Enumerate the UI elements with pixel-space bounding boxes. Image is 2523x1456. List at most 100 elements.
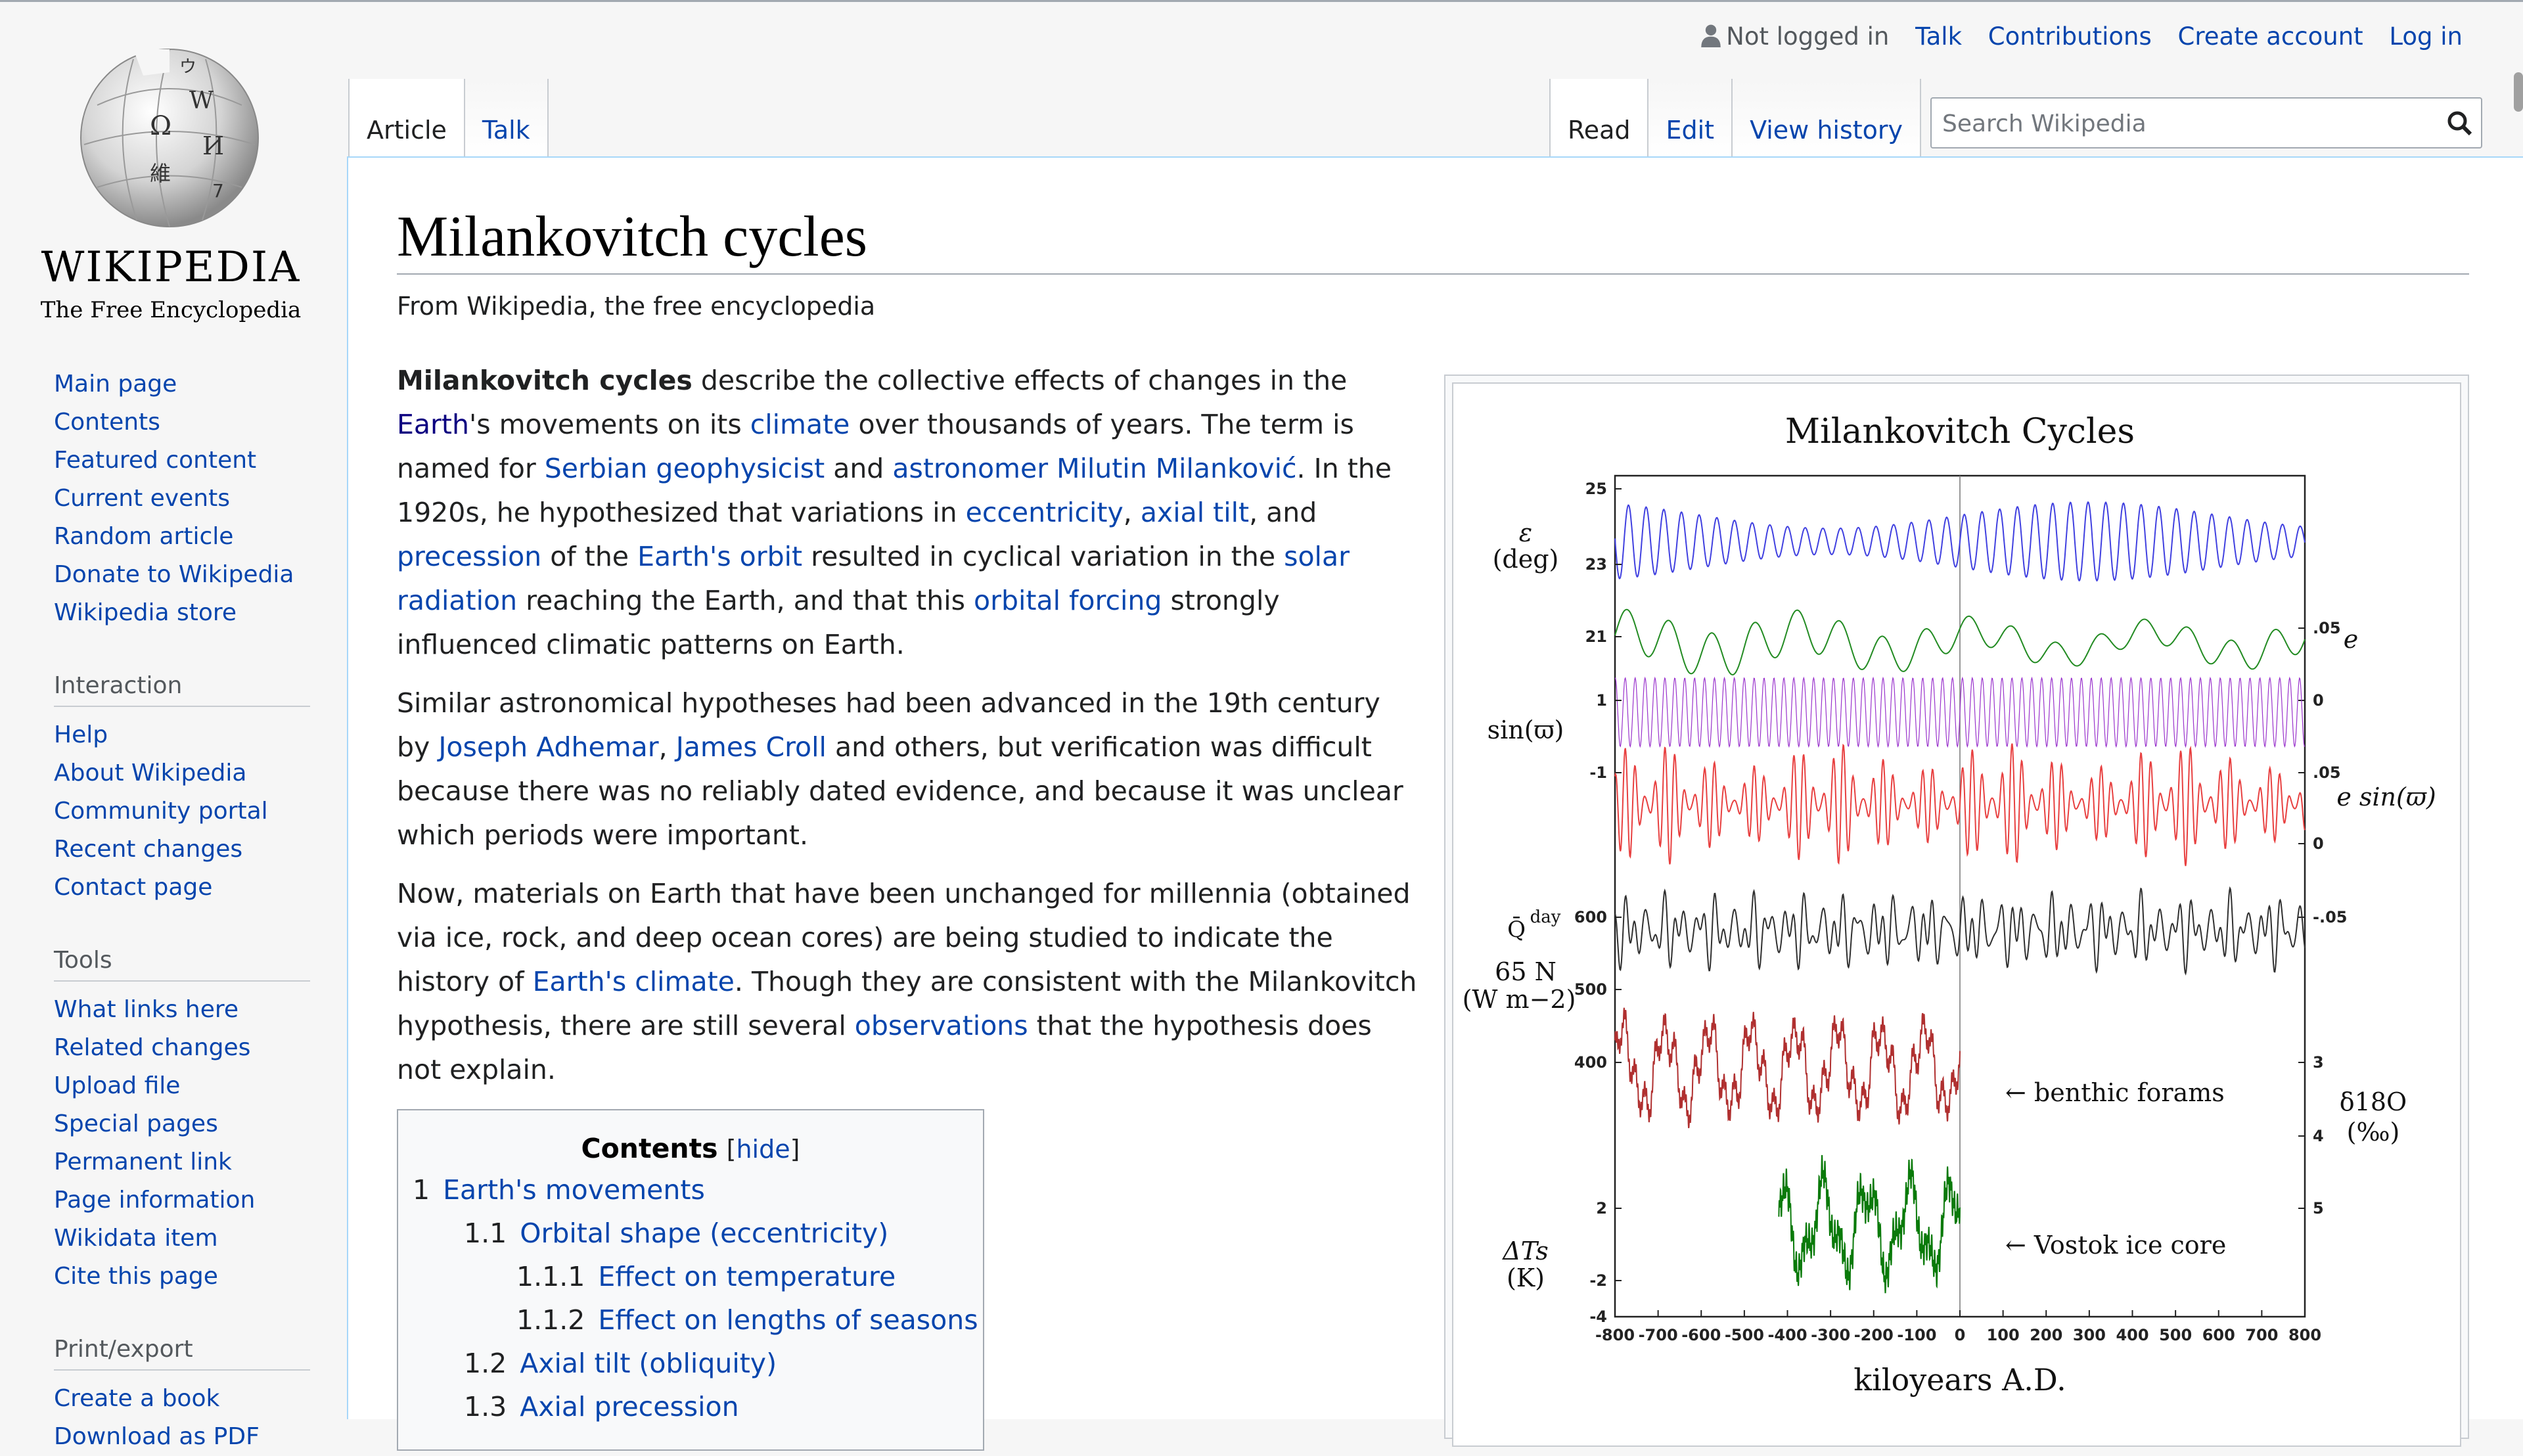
sidebar-item-contact[interactable]: Contact page (54, 869, 330, 907)
sidebar-link[interactable]: Help (54, 721, 108, 748)
sidebar-link[interactable]: What links here (54, 996, 239, 1023)
talk-link[interactable]: Talk (1915, 22, 1962, 51)
toc-link[interactable]: Axial precession (520, 1391, 739, 1422)
link-earths-climate[interactable]: Earth's climate (532, 966, 735, 997)
link-milankovic[interactable]: astronomer Milutin Milanković (892, 453, 1297, 484)
sidebar-link[interactable]: Donate to Wikipedia (54, 561, 294, 588)
link-joseph-adhemar[interactable]: Joseph Adhemar (438, 731, 659, 763)
sidebar-item-page-information[interactable]: Page information (54, 1181, 330, 1219)
tab-article[interactable]: Article (348, 79, 465, 158)
scrollbar-thumb[interactable] (2514, 72, 2523, 112)
sidebar-link[interactable]: Featured content (54, 447, 257, 474)
toc-item[interactable]: 1 Earth's movements (398, 1168, 983, 1212)
tab-read[interactable]: Read (1549, 79, 1649, 158)
sidebar-link[interactable]: Download as PDF (54, 1423, 260, 1450)
toc-link[interactable]: Effect on temperature (598, 1261, 896, 1292)
figure-image[interactable]: Milankovitch Cycles -800 -700 -600 -500 -400-… (1452, 382, 2461, 1447)
sidebar-item-what-links-here[interactable]: What links here (54, 991, 330, 1029)
wikipedia-logo[interactable]: Ω W И 維 ウ 7 WIKIPEDIA The Free Encyclope… (39, 26, 302, 323)
sidebar-link[interactable]: Main page (54, 371, 177, 398)
tab-label[interactable]: Talk (482, 116, 530, 145)
contributions-link[interactable]: Contributions (1988, 22, 2152, 51)
y-tick-label: 21 (1585, 627, 1607, 646)
globe-glyph: W (189, 87, 214, 114)
toc-item[interactable]: 1.1.1 Effect on temperature (398, 1255, 983, 1298)
toc-item[interactable]: 1.1 Orbital shape (eccentricity) (398, 1212, 983, 1255)
tab-label[interactable]: View history (1750, 116, 1903, 145)
toc-link[interactable]: Axial tilt (obliquity) (520, 1348, 777, 1379)
x-tick-label: -300 (1811, 1326, 1850, 1344)
sidebar-item-main-page[interactable]: Main page (54, 365, 330, 403)
link-solar-radiation[interactable]: solar radiation (397, 541, 1350, 616)
sidebar-item-cite-this-page[interactable]: Cite this page (54, 1258, 330, 1296)
sidebar-link[interactable]: Recent changes (54, 836, 243, 863)
tab-edit[interactable]: Edit (1648, 79, 1733, 158)
toc-item[interactable]: 1.3 Axial precession (398, 1385, 983, 1428)
sidebar-item-download-pdf[interactable]: Download as PDF (54, 1418, 330, 1456)
sidebar-item-donate[interactable]: Donate to Wikipedia (54, 556, 330, 594)
sidebar-link[interactable]: Related changes (54, 1034, 251, 1061)
sidebar-item-wikidata-item[interactable]: Wikidata item (54, 1219, 330, 1258)
sidebar-link[interactable]: Cite this page (54, 1263, 218, 1290)
right-axis-label: e (2344, 625, 2359, 654)
sidebar-link[interactable]: Contents (54, 409, 160, 436)
sidebar-item-help[interactable]: Help (54, 716, 330, 754)
link-orbital-forcing[interactable]: orbital forcing (974, 585, 1162, 616)
toc-link[interactable]: Earth's movements (443, 1174, 705, 1206)
sidebar-item-create-book[interactable]: Create a book (54, 1380, 330, 1418)
sidebar-item-related-changes[interactable]: Related changes (54, 1029, 330, 1067)
sidebar-heading-tools: Tools (54, 941, 310, 982)
left-axis-label: ΔTs (1501, 1237, 1549, 1265)
toc-link[interactable]: Effect on lengths of seasons (598, 1304, 978, 1336)
search-input[interactable] (1932, 99, 2443, 148)
sidebar-link[interactable]: Wikipedia store (54, 599, 237, 626)
sidebar-item-store[interactable]: Wikipedia store (54, 594, 330, 632)
toc-link[interactable]: Orbital shape (eccentricity) (520, 1217, 889, 1249)
link-precession[interactable]: precession (397, 541, 542, 572)
sidebar-item-community-portal[interactable]: Community portal (54, 792, 330, 830)
sidebar-link[interactable]: Create a book (54, 1385, 220, 1412)
link-axial-tilt[interactable]: axial tilt (1140, 497, 1250, 528)
tab-view-history[interactable]: View history (1733, 79, 1922, 158)
log-in-link[interactable]: Log in (2389, 22, 2463, 51)
link-observations[interactable]: observations (854, 1010, 1028, 1041)
toc-hide-link[interactable]: hide (736, 1135, 790, 1164)
y-tick-label: 1 (1596, 691, 1607, 710)
x-tick-label: -500 (1725, 1326, 1764, 1344)
sidebar-link[interactable]: Wikidata item (54, 1225, 218, 1252)
sidebar-link[interactable]: Upload file (54, 1072, 181, 1099)
sidebar-item-recent-changes[interactable]: Recent changes (54, 830, 330, 869)
create-account-link[interactable]: Create account (2177, 22, 2363, 51)
search-icon[interactable] (2447, 110, 2473, 137)
toc-item[interactable]: 1.2 Axial tilt (obliquity) (398, 1342, 983, 1385)
milankovitch-chart: Milankovitch Cycles-800 -700 -600 -500 -400-… (1463, 412, 2436, 1398)
toc-item[interactable]: 1.1.2 Effect on lengths of seasons (398, 1298, 983, 1342)
sidebar-link[interactable]: Current events (54, 485, 230, 512)
sidebar-item-upload-file[interactable]: Upload file (54, 1067, 330, 1105)
sidebar-link[interactable]: Special pages (54, 1110, 218, 1137)
sidebar-link[interactable]: Random article (54, 523, 234, 550)
link-eccentricity[interactable]: eccentricity (965, 497, 1124, 528)
sidebar-item-current-events[interactable]: Current events (54, 480, 330, 518)
sidebar-item-special-pages[interactable]: Special pages (54, 1105, 330, 1143)
link-climate[interactable]: climate (750, 409, 850, 440)
sidebar-item-featured-content[interactable]: Featured content (54, 442, 330, 480)
sidebar-link[interactable]: Page information (54, 1187, 256, 1214)
sidebar-link[interactable]: Permanent link (54, 1149, 232, 1175)
tab-talk[interactable]: Talk (465, 79, 549, 158)
sidebar-link[interactable]: Community portal (54, 798, 268, 825)
text: . Though they are consistent with the Mi… (397, 966, 1417, 1041)
sidebar-link[interactable]: About Wikipedia (54, 760, 247, 786)
tab-label[interactable]: Edit (1666, 116, 1715, 145)
sidebar-link[interactable]: Contact page (54, 874, 213, 901)
link-earth[interactable]: Earth (397, 409, 469, 440)
sidebar-item-contents[interactable]: Contents (54, 403, 330, 442)
tab-label: Read (1568, 116, 1631, 145)
link-james-croll[interactable]: James Croll (675, 731, 827, 763)
link-earths-orbit[interactable]: Earth's orbit (637, 541, 803, 572)
series-line (1614, 886, 2306, 976)
sidebar-item-about[interactable]: About Wikipedia (54, 754, 330, 792)
sidebar-item-permanent-link[interactable]: Permanent link (54, 1143, 330, 1181)
link-serbian-geophysicist[interactable]: Serbian geophysicist (544, 453, 825, 484)
sidebar-item-random-article[interactable]: Random article (54, 518, 330, 556)
